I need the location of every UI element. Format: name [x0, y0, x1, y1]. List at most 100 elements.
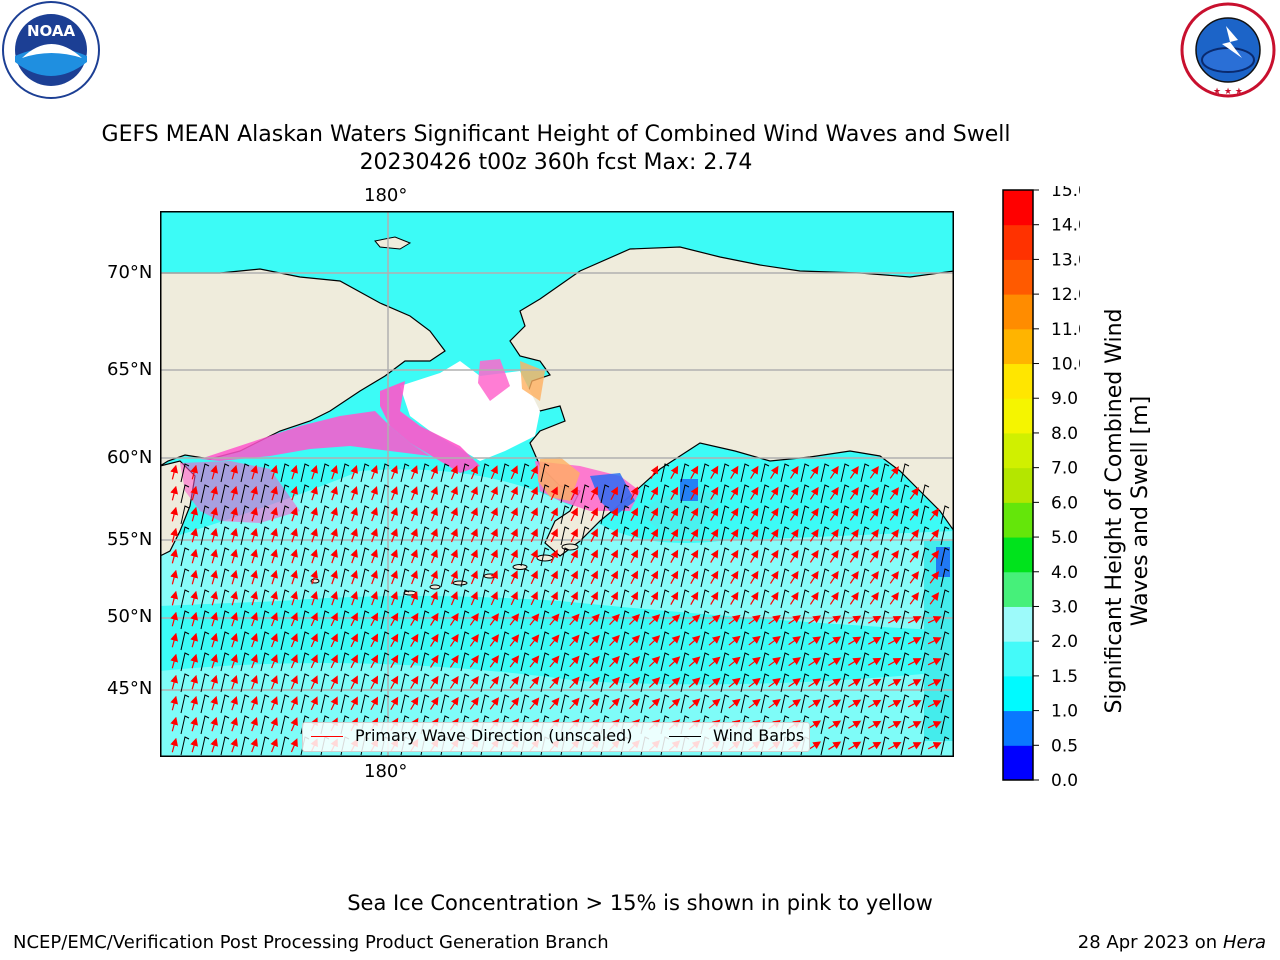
wave-direction-arrow	[927, 742, 942, 750]
wind-barb	[420, 694, 430, 714]
wave-direction-arrow	[748, 677, 761, 688]
wind-barb	[600, 484, 610, 504]
wave-direction-arrow	[370, 549, 378, 564]
wave-direction-arrow	[750, 486, 759, 500]
wind-barb	[860, 463, 870, 483]
wind-barb	[820, 673, 830, 693]
wave-direction-arrow	[589, 676, 600, 689]
wind-barb	[380, 547, 390, 567]
wind-barb	[320, 610, 330, 630]
wind-barb	[920, 589, 930, 609]
colorbar-tick-label: 0.0	[1051, 771, 1078, 786]
wind-barb	[400, 568, 410, 588]
wave-direction-arrow	[270, 654, 278, 669]
wind-barb	[620, 547, 630, 567]
wave-direction-arrow	[469, 655, 479, 668]
wind-barb	[780, 694, 790, 714]
wave-direction-arrow	[688, 614, 701, 625]
wave-direction-arrow	[170, 590, 178, 606]
wind-barb	[340, 652, 350, 672]
wind-barb	[440, 673, 450, 693]
wave-direction-arrow	[590, 591, 598, 606]
wind-barb	[380, 484, 390, 504]
wind-barb	[880, 736, 890, 756]
wave-direction-arrow	[430, 675, 439, 689]
wind-barb	[720, 631, 730, 651]
wind-barb	[280, 694, 290, 714]
wind-barb	[620, 568, 630, 588]
wind-barb	[200, 673, 210, 693]
wave-direction-arrow	[470, 507, 478, 522]
colorbar-tick-label: 8.0	[1051, 424, 1078, 444]
wave-direction-arrow	[788, 636, 802, 646]
wind-barb	[660, 631, 670, 651]
wave-direction-arrow	[829, 507, 839, 521]
wave-direction-arrow	[210, 548, 218, 564]
wind-barb	[900, 568, 910, 588]
wind-barb	[900, 589, 910, 609]
wind-barb	[260, 589, 270, 609]
wind-barb	[860, 652, 870, 672]
wind-barb	[460, 673, 470, 693]
wind-barb	[360, 568, 370, 588]
colorbar-tick-label: 12.0	[1051, 285, 1080, 305]
colorbar-tick-label: 3.0	[1051, 597, 1078, 617]
wind-barb	[180, 547, 190, 567]
wind-barb	[880, 715, 890, 735]
wave-direction-arrow	[828, 720, 842, 729]
wind-barb	[620, 484, 630, 504]
wind-barb	[360, 694, 370, 714]
wave-direction-arrow	[370, 633, 379, 648]
wave-direction-arrow	[688, 656, 701, 667]
wave-direction-arrow	[290, 464, 298, 480]
wind-barb	[740, 694, 750, 714]
wind-barb	[220, 631, 230, 651]
wave-direction-arrow	[410, 633, 419, 647]
wave-direction-arrow	[230, 506, 238, 522]
wind-barb	[400, 505, 410, 525]
wave-direction-arrow	[869, 508, 879, 521]
wind-barb	[540, 484, 550, 504]
wind-barb	[380, 610, 390, 630]
wind-barb	[280, 526, 290, 546]
wind-barb	[440, 547, 450, 567]
wave-direction-arrow	[370, 507, 378, 522]
wind-barb	[220, 463, 230, 483]
wave-direction-arrow	[350, 486, 358, 501]
wind-barb	[780, 631, 790, 651]
wave-direction-arrow	[609, 697, 620, 710]
wave-direction-arrow	[350, 507, 358, 522]
wave-direction-arrow	[250, 696, 258, 711]
wind-barb	[520, 610, 530, 630]
wave-direction-arrow	[710, 528, 719, 542]
wind-barb	[700, 526, 710, 546]
wave-direction-arrow	[690, 591, 699, 605]
wind-barb	[760, 673, 770, 693]
wave-direction-arrow	[529, 697, 540, 710]
wind-barb	[240, 463, 250, 483]
wind-barb	[680, 694, 690, 714]
wave-direction-arrow	[809, 528, 819, 542]
wind-barb	[400, 463, 410, 483]
wave-direction-arrow	[849, 591, 859, 605]
wind-barb	[800, 631, 810, 651]
wind-barb	[860, 715, 870, 735]
wave-direction-arrow	[650, 465, 659, 479]
wind-barb	[300, 589, 310, 609]
wind-barb	[500, 694, 510, 714]
wave-direction-arrow	[210, 653, 218, 669]
wind-barb	[880, 505, 890, 525]
wind-barb	[540, 463, 550, 483]
wave-direction-arrow	[788, 678, 802, 688]
wave-direction-arrow	[849, 549, 859, 563]
wave-direction-arrow	[909, 592, 920, 605]
wave-direction-arrow	[628, 614, 641, 626]
wave-direction-arrow	[748, 656, 761, 667]
wind-barb	[180, 505, 190, 525]
wind-barb	[540, 589, 550, 609]
wind-barb	[580, 526, 590, 546]
wind-barb	[200, 526, 210, 546]
sea-ice-note: Sea Ice Concentration > 15% is shown in …	[347, 891, 933, 915]
wave-direction-arrow	[688, 698, 701, 709]
wind-barb	[780, 526, 790, 546]
